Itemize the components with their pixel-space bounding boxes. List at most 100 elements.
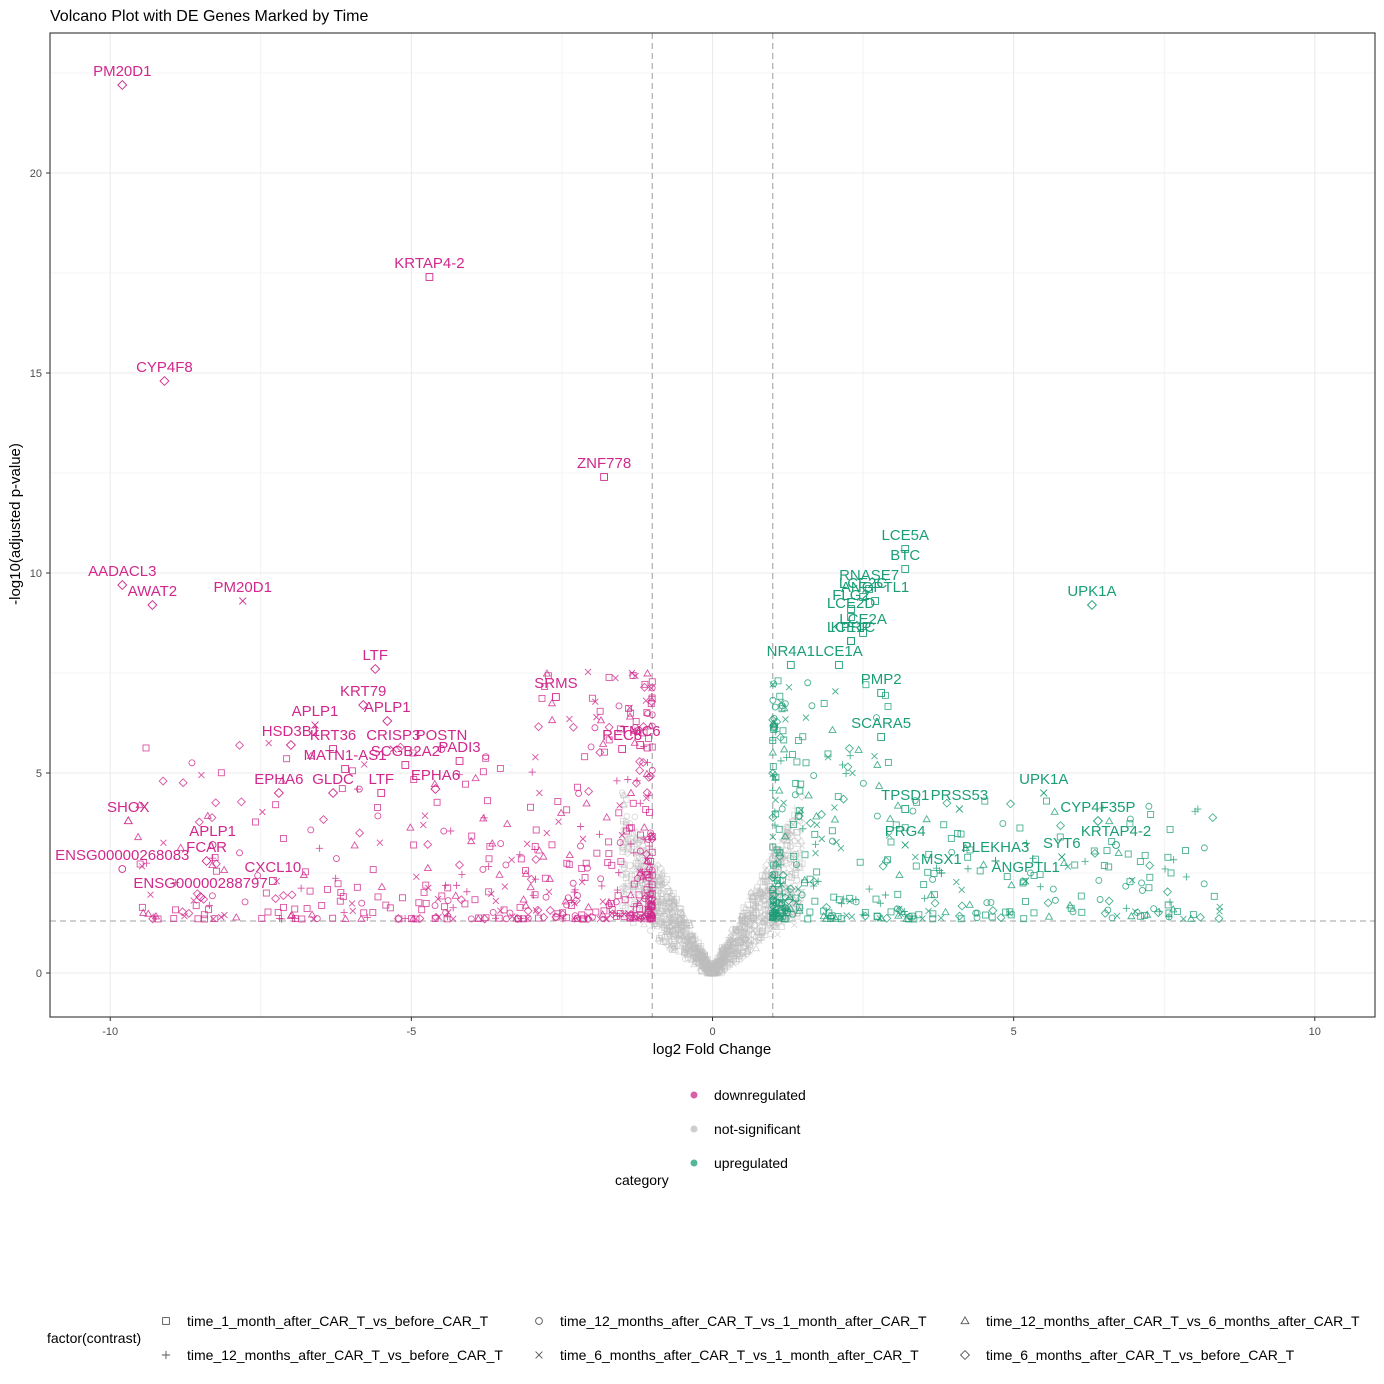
downregulated-point (597, 875, 605, 883)
nonsignificant-point (755, 922, 762, 929)
upregulated-point (773, 846, 781, 854)
downregulated-point (395, 742, 405, 752)
upregulated-point (771, 859, 781, 867)
downregulated-point (232, 912, 241, 921)
upregulated-point (862, 681, 870, 689)
upregulated-point (848, 913, 856, 920)
downregulated-point (492, 914, 500, 922)
upregulated-point (1168, 904, 1178, 913)
downregulated-point (144, 909, 153, 917)
nonsignificant-point (749, 895, 757, 902)
downregulated-point (584, 668, 592, 676)
labeled-gene-point (117, 79, 128, 91)
upregulated-point (966, 846, 974, 854)
downregulated-point (638, 757, 648, 768)
downregulated-point (259, 808, 266, 816)
upregulated-point (919, 915, 926, 922)
downregulated-point (577, 842, 584, 850)
downregulated-point (644, 871, 652, 878)
downregulated-point (634, 875, 642, 883)
upregulated-point (948, 848, 956, 856)
labeled-gene-point (159, 375, 170, 387)
nonsignificant-point (743, 927, 751, 935)
nonsignificant-point (619, 860, 626, 868)
nonsignificant-point (718, 947, 725, 954)
upregulated-point (831, 914, 840, 922)
nonsignificant-point (669, 946, 676, 953)
nonsignificant-point (788, 874, 795, 881)
upregulated-point (878, 861, 888, 871)
upregulated-point (844, 743, 854, 753)
downregulated-point (138, 863, 146, 870)
nonsignificant-point (714, 955, 722, 962)
downregulated-point (605, 902, 613, 910)
upregulated-point (925, 850, 933, 858)
downregulated-point (559, 915, 567, 923)
upregulated-point (790, 853, 798, 861)
nonsignificant-point (797, 836, 806, 844)
downregulated-point (602, 813, 611, 821)
upregulated-point (796, 904, 804, 912)
downregulated-point (415, 899, 423, 907)
nonsignificant-point (723, 946, 730, 953)
gene-label: LCE2D (827, 595, 876, 612)
downregulated-point (646, 831, 656, 841)
nonsignificant-point (747, 888, 756, 896)
gene-label: ANGPTL1 (992, 859, 1060, 876)
downregulated-point (208, 892, 216, 900)
gene-label: UPK1A (1019, 771, 1068, 788)
x-tick-label: 10 (1309, 1026, 1321, 1038)
downregulated-point (591, 698, 599, 706)
downregulated-point (612, 898, 620, 906)
labeled-gene-point (1040, 789, 1048, 797)
upregulated-point (937, 914, 945, 922)
nonsignificant-point (658, 895, 665, 903)
upregulated-point (812, 812, 821, 820)
upregulated-point (1137, 912, 1145, 920)
labeled-gene-point (455, 757, 464, 765)
labeled-gene-point (425, 273, 434, 281)
upregulated-point (958, 886, 966, 894)
downregulated-point (563, 901, 571, 909)
upregulated-point (900, 907, 908, 916)
nonsignificant-point (658, 889, 667, 898)
nonsignificant-point (788, 871, 795, 878)
gene-label: ANGPTL1 (841, 579, 909, 596)
upregulated-point (911, 797, 919, 804)
upregulated-point (800, 875, 809, 884)
upregulated-point (849, 769, 856, 777)
labeled-gene-point (328, 787, 339, 799)
upregulated-point (838, 761, 847, 769)
downregulated-point (369, 909, 377, 917)
downregulated-point (520, 915, 528, 923)
downregulated-point (638, 872, 648, 880)
upregulated-point (1200, 880, 1208, 888)
upregulated-point (830, 815, 840, 823)
gene-label: FLG2 (832, 587, 870, 604)
downregulated-point (548, 841, 556, 849)
downregulated-point (604, 722, 614, 732)
downregulated-point (192, 902, 200, 910)
upregulated-point (818, 835, 826, 843)
upregulated-point (794, 811, 804, 821)
downregulated-point (616, 725, 624, 733)
labeled-gene-point (636, 741, 645, 749)
upregulated-point (942, 798, 952, 808)
downregulated-point (642, 871, 650, 879)
labeled-gene-point (382, 715, 393, 727)
color-legend-title: category (615, 1172, 669, 1188)
upregulated-point (1026, 869, 1034, 877)
downregulated-point (640, 823, 649, 831)
nonsignificant-point (751, 938, 758, 945)
downregulated-point (178, 778, 188, 788)
downregulated-point (584, 786, 594, 796)
upregulated-point (768, 718, 778, 727)
downregulated-point (461, 900, 469, 908)
downregulated-point (615, 869, 623, 877)
gene-label: LTF (362, 647, 388, 664)
upregulated-point (1141, 851, 1149, 859)
upregulated-point (772, 717, 782, 727)
upregulated-point (873, 812, 881, 820)
upregulated-point (792, 861, 800, 868)
downregulated-point (199, 894, 209, 904)
